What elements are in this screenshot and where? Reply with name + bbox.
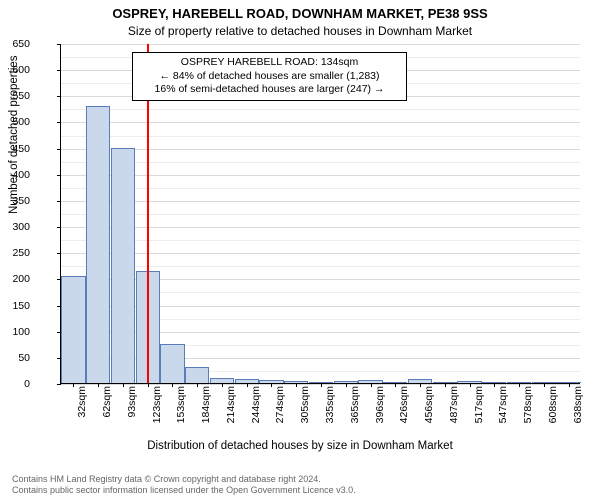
annotation-line3: 16% of semi-detached houses are larger (… bbox=[139, 83, 400, 97]
y-tick-label: 300 bbox=[0, 221, 30, 233]
x-tick-label: 547sqm bbox=[497, 386, 509, 423]
x-tick-label: 214sqm bbox=[225, 386, 237, 423]
x-tick-label: 456sqm bbox=[423, 386, 435, 423]
y-tick-label: 550 bbox=[0, 90, 30, 102]
y-tick-label: 450 bbox=[0, 143, 30, 155]
x-tick-label: 244sqm bbox=[250, 386, 262, 423]
x-tick-label: 305sqm bbox=[299, 386, 311, 423]
x-tick-label: 335sqm bbox=[324, 386, 336, 423]
bar bbox=[160, 344, 184, 383]
x-tick-label: 62sqm bbox=[101, 386, 113, 418]
bar bbox=[86, 106, 110, 383]
y-tick-label: 650 bbox=[0, 38, 30, 50]
x-tick-label: 608sqm bbox=[547, 386, 559, 423]
x-tick-label: 578sqm bbox=[522, 386, 534, 423]
footer-line2: Contains public sector information licen… bbox=[12, 485, 356, 496]
x-tick-label: 517sqm bbox=[473, 386, 485, 423]
annotation-line2: ← 84% of detached houses are smaller (1,… bbox=[139, 70, 400, 84]
y-tick-label: 150 bbox=[0, 300, 30, 312]
chart-title: OSPREY, HAREBELL ROAD, DOWNHAM MARKET, P… bbox=[0, 6, 600, 21]
footer-line1: Contains HM Land Registry data © Crown c… bbox=[12, 474, 356, 485]
x-tick-label: 153sqm bbox=[175, 386, 187, 423]
bar bbox=[111, 148, 135, 383]
y-tick-label: 350 bbox=[0, 195, 30, 207]
footer: Contains HM Land Registry data © Crown c… bbox=[12, 474, 356, 496]
y-tick-label: 600 bbox=[0, 64, 30, 76]
chart-container: OSPREY, HAREBELL ROAD, DOWNHAM MARKET, P… bbox=[0, 0, 600, 500]
x-tick-label: 123sqm bbox=[151, 386, 163, 423]
x-tick-label: 638sqm bbox=[572, 386, 584, 423]
x-tick-label: 184sqm bbox=[200, 386, 212, 423]
x-tick-label: 396sqm bbox=[374, 386, 386, 423]
y-tick-label: 0 bbox=[0, 378, 30, 390]
x-tick-label: 93sqm bbox=[126, 386, 138, 418]
plot-area: 32sqm62sqm93sqm123sqm153sqm184sqm214sqm2… bbox=[60, 44, 580, 384]
annotation-box: OSPREY HAREBELL ROAD: 134sqm ← 84% of de… bbox=[132, 52, 407, 101]
y-axis-label: Number of detached properties bbox=[8, 55, 20, 214]
chart-subtitle: Size of property relative to detached ho… bbox=[0, 24, 600, 38]
bar bbox=[185, 367, 209, 383]
x-tick-label: 365sqm bbox=[349, 386, 361, 423]
bar bbox=[61, 276, 85, 383]
x-axis-label: Distribution of detached houses by size … bbox=[0, 440, 600, 452]
x-tick-label: 426sqm bbox=[398, 386, 410, 423]
y-tick-label: 400 bbox=[0, 169, 30, 181]
x-tick-label: 32sqm bbox=[76, 386, 88, 418]
y-tick-label: 100 bbox=[0, 326, 30, 338]
annotation-line1: OSPREY HAREBELL ROAD: 134sqm bbox=[139, 56, 400, 70]
x-tick-label: 274sqm bbox=[274, 386, 286, 423]
y-tick-label: 200 bbox=[0, 273, 30, 285]
y-tick-label: 250 bbox=[0, 247, 30, 259]
y-tick-label: 500 bbox=[0, 116, 30, 128]
y-tick-label: 50 bbox=[0, 352, 30, 364]
x-tick-label: 487sqm bbox=[448, 386, 460, 423]
